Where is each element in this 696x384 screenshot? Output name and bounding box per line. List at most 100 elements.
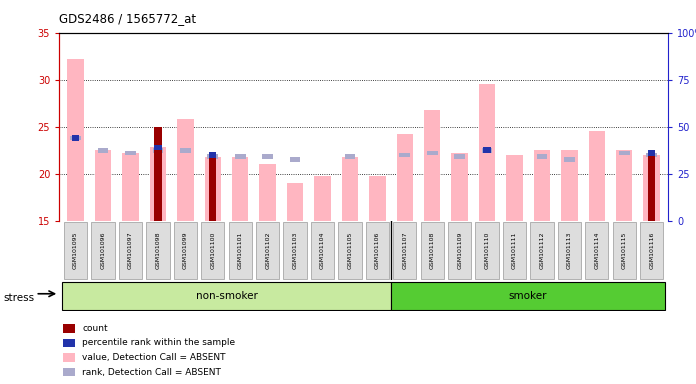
Text: value, Detection Call = ABSENT: value, Detection Call = ABSENT <box>82 353 226 362</box>
Bar <box>232 157 248 221</box>
Bar <box>315 175 331 221</box>
Text: GSM101100: GSM101100 <box>210 232 215 269</box>
Text: GSM101102: GSM101102 <box>265 232 270 269</box>
Bar <box>342 157 358 221</box>
FancyBboxPatch shape <box>530 222 553 279</box>
Bar <box>452 153 468 221</box>
FancyBboxPatch shape <box>448 222 471 279</box>
Bar <box>177 119 193 221</box>
Bar <box>369 175 386 221</box>
FancyBboxPatch shape <box>256 222 279 279</box>
Text: rank, Detection Call = ABSENT: rank, Detection Call = ABSENT <box>82 367 221 377</box>
FancyBboxPatch shape <box>420 222 444 279</box>
Bar <box>180 148 191 152</box>
Text: GSM101096: GSM101096 <box>100 232 106 269</box>
Text: GSM101099: GSM101099 <box>183 232 188 269</box>
Text: GSM101101: GSM101101 <box>238 232 243 269</box>
FancyBboxPatch shape <box>146 222 170 279</box>
Bar <box>207 154 218 159</box>
Text: GSM101116: GSM101116 <box>649 232 654 269</box>
Bar <box>235 154 246 159</box>
Text: GSM101109: GSM101109 <box>457 232 462 269</box>
Text: smoker: smoker <box>509 291 547 301</box>
Bar <box>205 157 221 221</box>
Bar <box>260 164 276 221</box>
FancyBboxPatch shape <box>119 222 142 279</box>
Text: GSM101095: GSM101095 <box>73 232 78 269</box>
Bar <box>479 84 496 221</box>
Bar <box>287 183 303 221</box>
Bar <box>454 154 465 159</box>
Bar <box>97 148 109 152</box>
Bar <box>400 152 410 157</box>
FancyBboxPatch shape <box>174 222 197 279</box>
Bar <box>122 153 139 221</box>
Bar <box>564 157 575 162</box>
Bar <box>644 155 660 221</box>
Bar <box>290 157 301 162</box>
Bar <box>209 155 216 221</box>
Bar <box>534 150 551 221</box>
FancyBboxPatch shape <box>91 222 115 279</box>
Text: GSM101110: GSM101110 <box>484 232 489 269</box>
FancyBboxPatch shape <box>475 222 499 279</box>
Text: GSM101113: GSM101113 <box>567 232 572 269</box>
Bar <box>155 145 161 150</box>
Bar <box>72 135 79 141</box>
FancyBboxPatch shape <box>64 222 87 279</box>
FancyBboxPatch shape <box>503 222 526 279</box>
Bar <box>95 150 111 221</box>
FancyBboxPatch shape <box>311 222 334 279</box>
Bar <box>209 152 216 158</box>
FancyBboxPatch shape <box>62 281 390 310</box>
Bar <box>397 134 413 221</box>
Bar <box>648 150 656 156</box>
Bar <box>537 154 547 159</box>
Bar <box>125 151 136 156</box>
Bar <box>155 127 161 221</box>
Text: count: count <box>82 324 108 333</box>
Bar <box>506 155 523 221</box>
Text: GSM101108: GSM101108 <box>429 232 435 269</box>
FancyBboxPatch shape <box>365 222 389 279</box>
Text: GSM101106: GSM101106 <box>375 232 380 269</box>
FancyBboxPatch shape <box>228 222 252 279</box>
Text: GSM101111: GSM101111 <box>512 232 517 269</box>
FancyBboxPatch shape <box>283 222 307 279</box>
Text: GDS2486 / 1565772_at: GDS2486 / 1565772_at <box>59 12 196 25</box>
Text: GSM101097: GSM101097 <box>128 232 133 269</box>
Bar <box>561 150 578 221</box>
Text: GSM101098: GSM101098 <box>155 232 160 269</box>
Text: GSM101114: GSM101114 <box>594 232 599 269</box>
Bar <box>427 151 438 156</box>
Bar <box>152 148 164 152</box>
Bar <box>424 110 441 221</box>
Bar <box>589 131 605 221</box>
Bar <box>345 154 355 159</box>
Text: GSM101112: GSM101112 <box>539 232 544 269</box>
Text: GSM101115: GSM101115 <box>622 232 627 269</box>
Bar <box>619 151 630 156</box>
Text: non-smoker: non-smoker <box>196 291 258 301</box>
Bar <box>616 150 633 221</box>
FancyBboxPatch shape <box>612 222 636 279</box>
FancyBboxPatch shape <box>393 222 416 279</box>
FancyBboxPatch shape <box>391 281 665 310</box>
FancyBboxPatch shape <box>585 222 608 279</box>
Text: GSM101103: GSM101103 <box>292 232 298 269</box>
Bar <box>484 147 491 153</box>
Text: GSM101107: GSM101107 <box>402 232 407 269</box>
FancyBboxPatch shape <box>201 222 224 279</box>
Bar <box>482 148 493 152</box>
Bar <box>150 147 166 221</box>
Text: GSM101105: GSM101105 <box>347 232 352 269</box>
Text: percentile rank within the sample: percentile rank within the sample <box>82 338 235 348</box>
Text: GSM101104: GSM101104 <box>320 232 325 269</box>
Bar <box>70 136 81 141</box>
Bar <box>68 59 84 221</box>
FancyBboxPatch shape <box>640 222 663 279</box>
Text: stress: stress <box>3 293 35 303</box>
FancyBboxPatch shape <box>557 222 581 279</box>
Bar <box>647 152 657 157</box>
Bar <box>648 153 656 221</box>
